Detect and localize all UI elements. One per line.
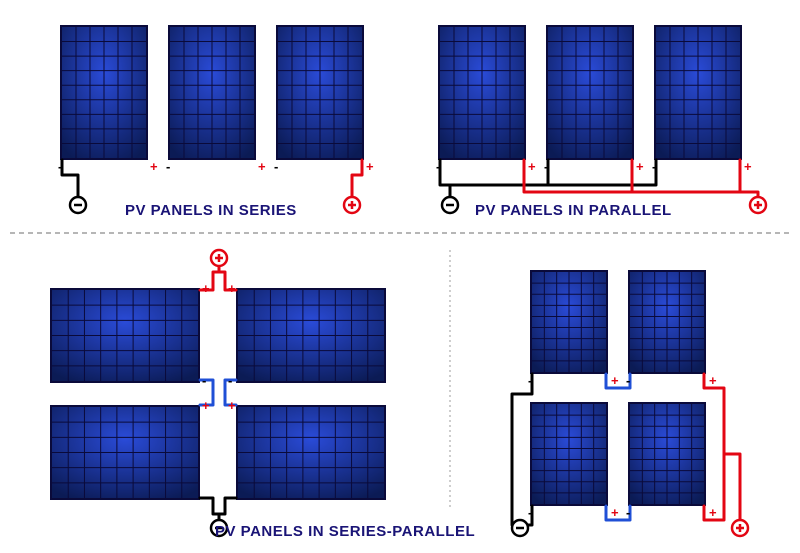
polarity-label: - (228, 490, 232, 505)
diagram-canvas: -+-+-+-+-+-+++--++---+-+-+-+ (0, 0, 800, 553)
polarity-label: - (626, 505, 630, 520)
terminal-negative-icon (442, 197, 458, 213)
polarity-label: - (228, 373, 232, 388)
polarity-label: + (636, 159, 644, 174)
solar-panel (546, 25, 634, 160)
polarity-label: - (202, 490, 206, 505)
polarity-label: + (611, 505, 619, 520)
polarity-label: - (528, 373, 532, 388)
polarity-label: + (709, 373, 717, 388)
polarity-label: + (228, 398, 236, 413)
solar-panel (628, 270, 706, 374)
solar-panel (236, 288, 386, 383)
polarity-label: + (150, 159, 158, 174)
solar-panel (168, 25, 256, 160)
terminal-positive-icon (211, 250, 227, 266)
solar-panel (50, 405, 200, 500)
polarity-label: + (744, 159, 752, 174)
terminal-positive-icon (750, 197, 766, 213)
polarity-label: + (202, 398, 210, 413)
polarity-label: - (652, 159, 656, 174)
polarity-label: - (166, 159, 170, 174)
polarity-label: - (626, 373, 630, 388)
terminal-positive-icon (732, 520, 748, 536)
polarity-label: + (611, 373, 619, 388)
polarity-label: + (202, 281, 210, 296)
polarity-label: + (528, 159, 536, 174)
solar-panel (438, 25, 526, 160)
solar-panel (276, 25, 364, 160)
title-series: PV PANELS IN SERIES (125, 202, 297, 219)
solar-panel (628, 402, 706, 506)
title-sp: PV PANELS IN SERIES-PARALLEL (215, 523, 475, 540)
polarity-label: + (366, 159, 374, 174)
polarity-label: - (58, 159, 62, 174)
solar-panel (236, 405, 386, 500)
solar-panel (654, 25, 742, 160)
polarity-label: + (228, 281, 236, 296)
polarity-label: - (544, 159, 548, 174)
polarity-label: + (258, 159, 266, 174)
terminal-negative-icon (512, 520, 528, 536)
terminal-negative-icon (70, 197, 86, 213)
solar-panel (530, 402, 608, 506)
polarity-label: + (709, 505, 717, 520)
polarity-label: - (436, 159, 440, 174)
solar-panel (530, 270, 608, 374)
solar-panel (60, 25, 148, 160)
polarity-label: - (202, 373, 206, 388)
polarity-label: - (528, 505, 532, 520)
title-parallel: PV PANELS IN PARALLEL (475, 202, 672, 219)
terminal-positive-icon (344, 197, 360, 213)
solar-panel (50, 288, 200, 383)
polarity-label: - (274, 159, 278, 174)
